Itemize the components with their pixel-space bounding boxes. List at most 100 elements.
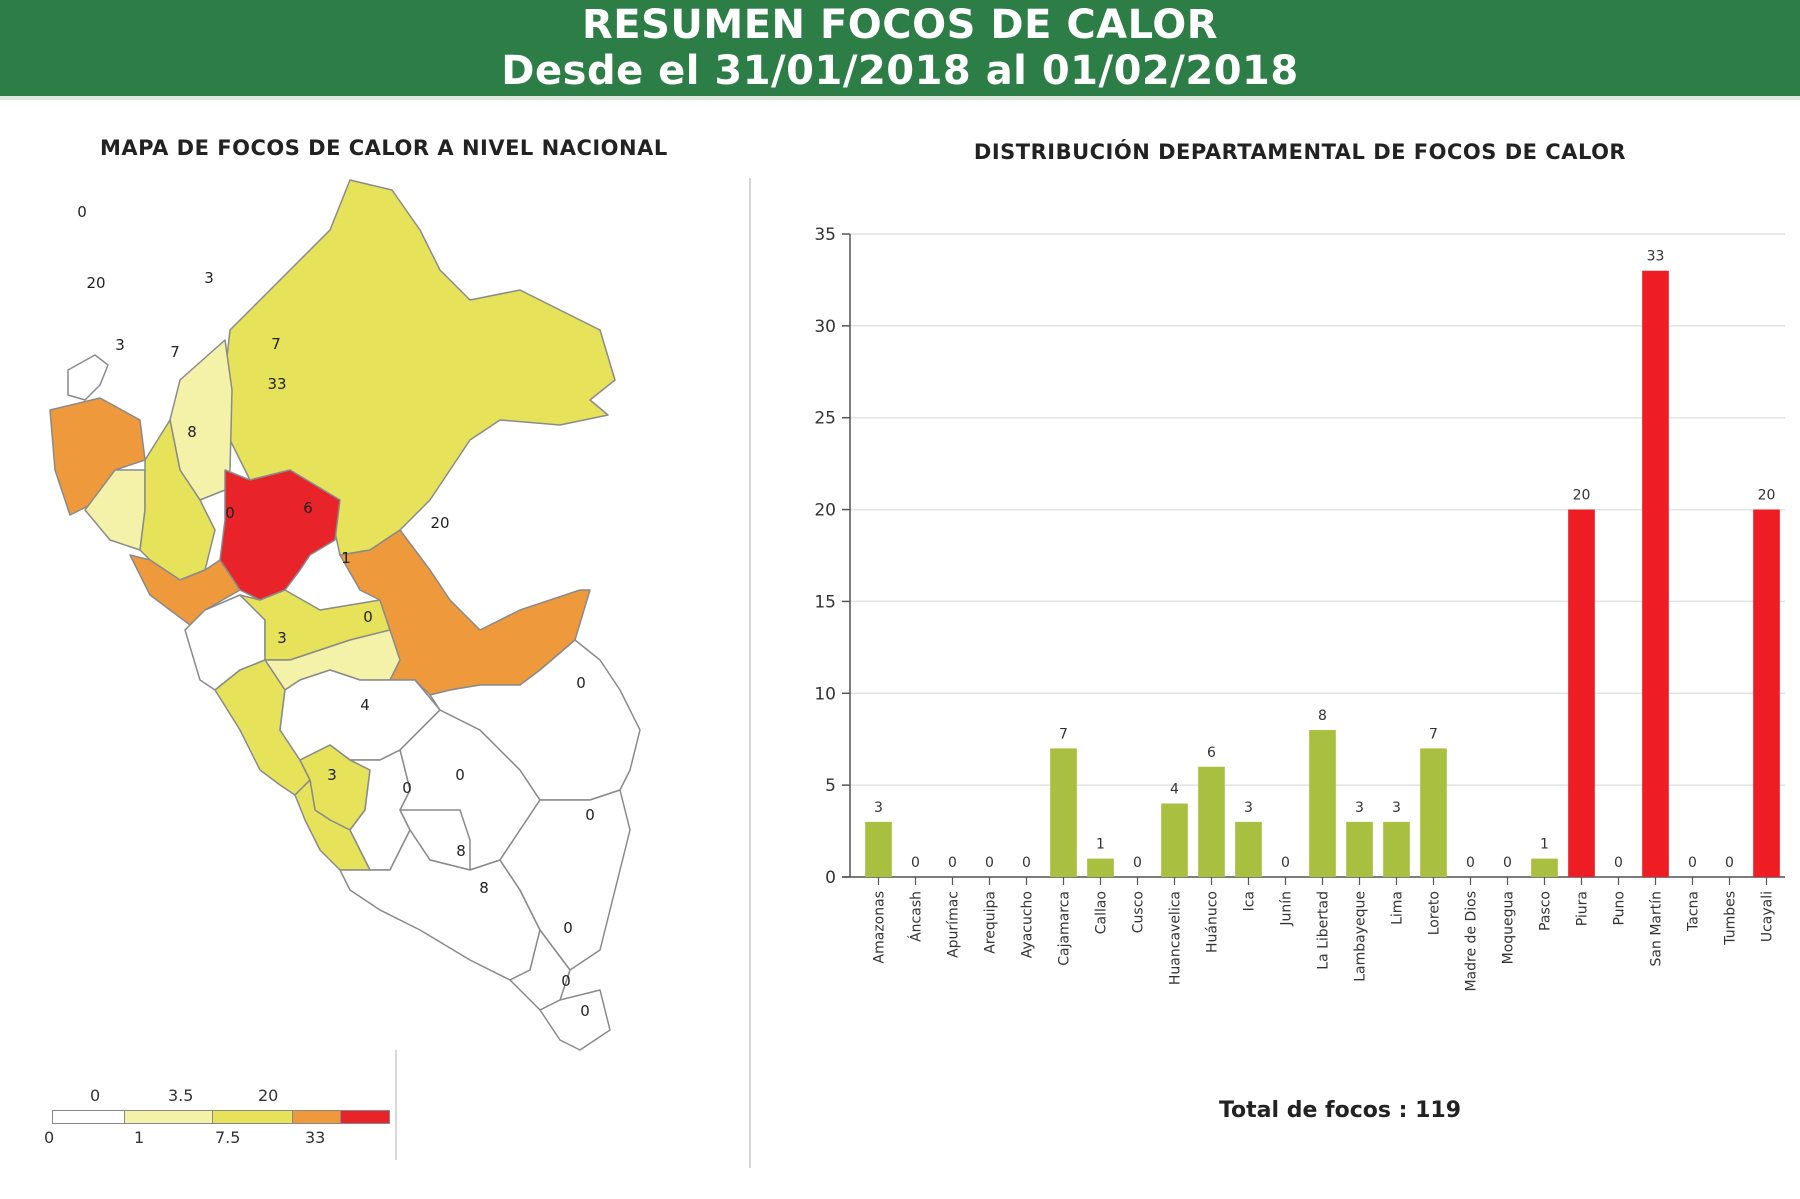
bar-value-label: 0 [1614, 855, 1623, 871]
bar-value-label: 20 [1573, 488, 1591, 504]
legend-color-swatch [52, 1110, 126, 1124]
region-loreto [219, 179, 616, 556]
bar-value-label: 1 [1096, 837, 1105, 853]
legend-color-swatch [292, 1110, 342, 1124]
x-category-label: Junín [1279, 891, 1295, 927]
map-region-value: 0 [563, 919, 573, 937]
bar-huancavelica [1161, 803, 1188, 877]
map-region-value: 0 [576, 674, 586, 692]
map-region-value: 6 [303, 499, 313, 517]
bar-piura [1568, 509, 1595, 877]
total-label: Total de focos : [1218, 1098, 1408, 1123]
bar-value-label: 4 [1170, 782, 1179, 798]
x-category-label: Ucayali [1760, 891, 1776, 942]
map-region-value: 0 [585, 806, 595, 824]
legend-divider [395, 1050, 397, 1160]
bar-ucayali [1753, 509, 1780, 877]
panel-divider [749, 178, 751, 1168]
map-region-value: 0 [561, 972, 571, 990]
map-region-value: 33 [267, 375, 286, 393]
bar-chart: 051015202530353Amazonas0Áncash0Apurímac0… [814, 225, 1785, 992]
x-category-label: Pasco [1538, 891, 1554, 931]
y-tick-label: 20 [814, 501, 836, 521]
y-tick-label: 15 [814, 592, 836, 612]
map-region-value: 0 [402, 779, 412, 797]
region-la-libertad [129, 554, 241, 626]
region-puno [499, 789, 631, 971]
x-category-label: Apurímac [946, 891, 962, 958]
chart-title: DISTRIBUCIÓN DEPARTAMENTAL DE FOCOS DE C… [973, 140, 1627, 164]
bar-value-label: 7 [1429, 726, 1438, 742]
bar-ica [1235, 821, 1262, 877]
bar-value-label: 0 [1133, 855, 1142, 871]
report-header: RESUMEN FOCOS DE CALOR Desde el 31/01/20… [0, 0, 1800, 100]
legend-color-swatch [340, 1110, 390, 1124]
bar-value-label: 0 [1466, 855, 1475, 871]
bar-cajamarca [1050, 748, 1077, 877]
x-category-label: Moquegua [1501, 891, 1517, 964]
map-region-value: 0 [225, 504, 235, 522]
y-tick-label: 35 [814, 225, 836, 245]
x-category-label: San Martín [1649, 891, 1665, 966]
bar-value-label: 1 [1540, 837, 1549, 853]
map-region-value: 3 [204, 269, 214, 287]
map-region-value: 0 [580, 1002, 590, 1020]
legend-color-swatch [212, 1110, 294, 1124]
legend-bottom-tick: 33 [305, 1128, 326, 1147]
x-category-label: Cusco [1131, 891, 1147, 933]
region-san-martin [219, 469, 341, 601]
report-title: RESUMEN FOCOS DE CALOR [582, 2, 1218, 48]
bar-value-label: 0 [985, 855, 994, 871]
bar-value-label: 20 [1758, 488, 1776, 504]
map-region-value: 0 [363, 608, 373, 626]
total-value: 119 [1415, 1098, 1462, 1123]
x-category-label: Madre de Dios [1464, 891, 1480, 992]
y-tick-label: 30 [814, 317, 836, 337]
bar-lambayeque [1346, 821, 1373, 877]
x-category-label: Piura [1575, 891, 1591, 926]
map-region-value: 20 [430, 514, 449, 532]
map-region-value: 3 [115, 336, 125, 354]
legend-bottom-tick: 0 [44, 1128, 55, 1147]
x-category-label: Huánuco [1205, 891, 1221, 953]
bar-value-label: 6 [1207, 745, 1216, 761]
bar-value-label: 33 [1647, 249, 1665, 265]
bar-callao [1087, 858, 1114, 877]
bar-loreto [1420, 748, 1447, 877]
bar-value-label: 0 [1503, 855, 1512, 871]
x-category-label: Amazonas [872, 891, 888, 963]
bar-value-label: 7 [1059, 726, 1068, 742]
bar-value-label: 3 [1244, 800, 1253, 816]
map-region-value: 8 [187, 423, 197, 441]
report-date-range: Desde el 31/01/2018 al 01/02/2018 [501, 48, 1299, 94]
x-category-label: Ica [1242, 891, 1258, 911]
map-region-value: 8 [479, 879, 489, 897]
x-category-label: Áncash [908, 891, 925, 942]
bar-value-label: 0 [948, 855, 957, 871]
x-category-label: Tumbes [1723, 891, 1739, 946]
map-region-value: 8 [456, 842, 466, 860]
x-category-label: Arequipa [983, 891, 999, 954]
bar-value-label: 3 [1355, 800, 1364, 816]
map-region-value: 7 [271, 335, 281, 353]
total-focos: Total de focos : 119 [1100, 1098, 1580, 1123]
legend-bottom-tick: 7.5 [215, 1128, 241, 1147]
legend-top-tick: 3.5 [168, 1086, 194, 1105]
x-category-label: Puno [1612, 891, 1628, 926]
x-category-label: Lambayeque [1353, 891, 1369, 982]
bar-value-label: 0 [1022, 855, 1031, 871]
map-region-value: 3 [327, 766, 337, 784]
x-category-label: La Libertad [1316, 891, 1332, 970]
y-tick-label: 5 [825, 776, 836, 796]
map-legend: 0 3.5 20 0 1 7.5 33 [40, 1050, 397, 1160]
bar-value-label: 0 [1281, 855, 1290, 871]
bar-lima [1383, 821, 1410, 877]
x-category-label: Callao [1094, 891, 1110, 934]
map-region-value: 0 [455, 766, 465, 784]
x-category-label: Loreto [1427, 891, 1443, 935]
y-tick-label: 25 [814, 409, 836, 429]
bar-value-label: 0 [1688, 855, 1697, 871]
region-tacna [539, 989, 611, 1051]
bar-amazonas [865, 821, 892, 877]
